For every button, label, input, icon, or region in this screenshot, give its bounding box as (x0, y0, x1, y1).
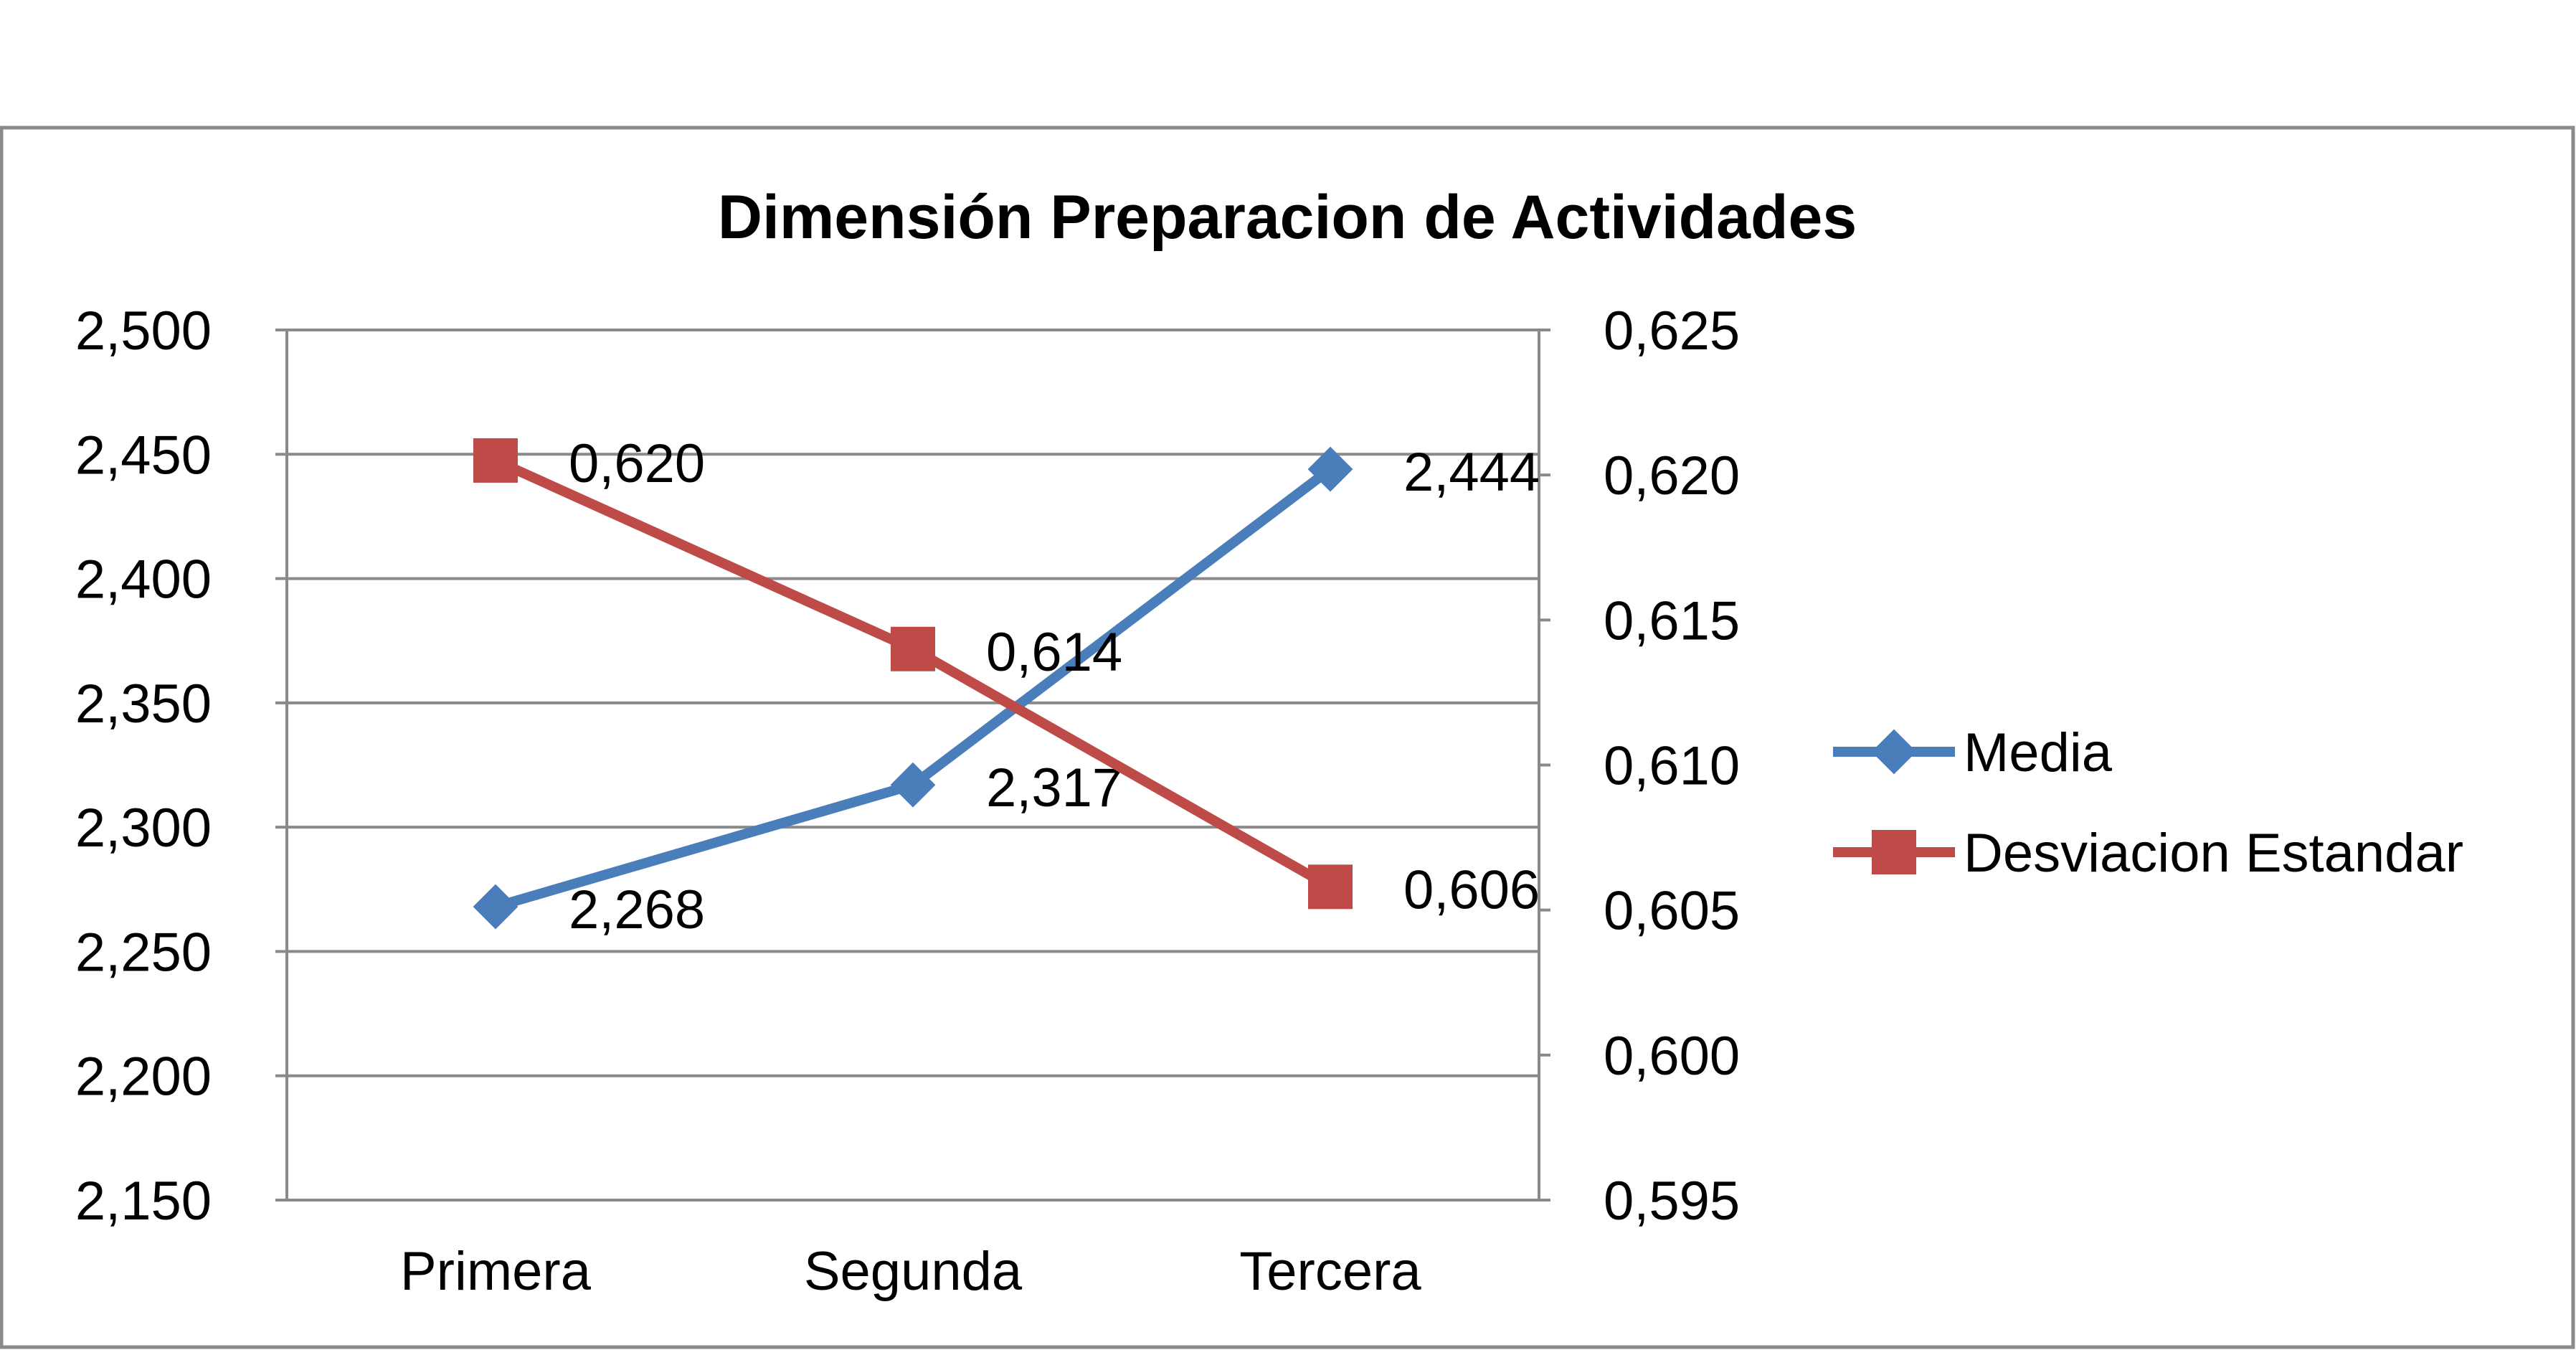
legend-marker (1871, 729, 1917, 775)
right-axis-tick-label: 0,605 (1604, 881, 1740, 942)
data-label: 0,614 (986, 622, 1122, 683)
data-point (473, 438, 518, 483)
left-axis-tick-label: 2,200 (75, 1047, 212, 1108)
data-label: 2,317 (986, 757, 1122, 818)
right-axis-tick-label: 0,615 (1604, 590, 1740, 651)
x-axis-tick-label: Segunda (804, 1241, 1023, 1302)
x-axis-tick-label: Tercera (1239, 1241, 1421, 1302)
left-axis-tick-label: 2,400 (75, 549, 212, 610)
legend-marker (1872, 830, 1916, 874)
left-axis-tick-label: 2,300 (75, 798, 212, 859)
data-point (1308, 864, 1353, 910)
data-point (1307, 446, 1353, 492)
left-axis-tick-label: 2,150 (75, 1171, 212, 1232)
data-point (890, 762, 936, 808)
legend: Media Desviacion Estandar (1833, 722, 2463, 884)
right-axis-tick-label: 0,610 (1604, 736, 1740, 797)
right-axis-tick-label: 0,595 (1604, 1171, 1740, 1232)
data-point (891, 626, 935, 671)
left-axis-tick-label: 2,450 (75, 425, 212, 486)
plot-area: 2,150 2,200 2,250 2,300 2,350 2,400 2,450 2,500… (75, 301, 1740, 1302)
left-axis-tick-label: 2,250 (75, 922, 212, 983)
data-label: 2,444 (1403, 442, 1540, 503)
data-label: 2,268 (569, 879, 705, 940)
x-axis-tick-label: Primera (400, 1241, 592, 1302)
data-label: 0,620 (569, 433, 705, 494)
left-axis-tick-label: 2,350 (75, 674, 212, 735)
data-point (473, 884, 518, 930)
data-label: 0,606 (1403, 859, 1540, 920)
left-axis-tick-label: 2,500 (75, 301, 212, 362)
legend-label: Desviacion Estandar (1964, 823, 2463, 884)
chart-title: Dimensión Preparacion de Actividades (718, 183, 1857, 252)
right-axis-tick-label: 0,625 (1604, 301, 1740, 362)
legend-label: Media (1964, 722, 2113, 783)
right-axis-tick-label: 0,600 (1604, 1026, 1740, 1087)
right-axis-tick-label: 0,620 (1604, 445, 1740, 506)
chart-frame (0, 126, 2575, 1349)
